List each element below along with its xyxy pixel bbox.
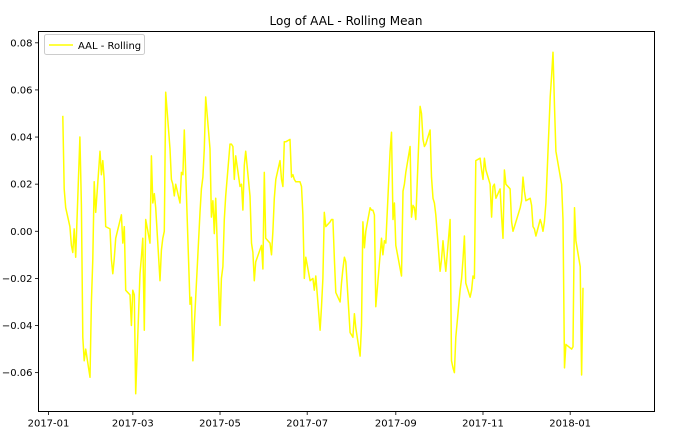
legend: AAL - Rolling — [44, 34, 145, 55]
legend-label: AAL - Rolling — [78, 41, 141, 52]
series-layer — [62, 51, 584, 395]
y-tick-label: 0.00 — [10, 227, 32, 238]
plot-frame — [38, 31, 655, 412]
x-tick-label: 2017-01 — [28, 419, 70, 430]
x-tick-label: 2017-03 — [112, 419, 154, 430]
legend-box — [44, 34, 145, 55]
x-tick-label: 2017-09 — [375, 419, 417, 430]
y-axis-ticks: −0.06 −0.04 −0.02 0.00 0.02 0.04 0.06 0.08 — [2, 38, 39, 379]
y-tick-label: −0.02 — [2, 274, 33, 285]
y-tick-label: 0.02 — [10, 180, 32, 191]
series-line-0 — [62, 51, 584, 395]
x-tick-label: 2017-05 — [199, 419, 241, 430]
y-tick-label: 0.04 — [10, 133, 32, 144]
y-tick-label: −0.06 — [2, 368, 33, 379]
y-tick-label: 0.06 — [10, 85, 32, 96]
x-axis-ticks: 2017-01 2017-03 2017-05 2017-07 2017-09 2017-… — [28, 411, 591, 430]
x-tick-label: 2017-07 — [286, 419, 328, 430]
y-tick-label: −0.04 — [2, 321, 33, 332]
y-tick-label: 0.08 — [10, 38, 32, 49]
x-tick-label: 2018-01 — [549, 419, 591, 430]
x-tick-label: 2017-11 — [462, 419, 504, 430]
chart-title: Log of AAL - Rolling Mean — [270, 14, 423, 28]
